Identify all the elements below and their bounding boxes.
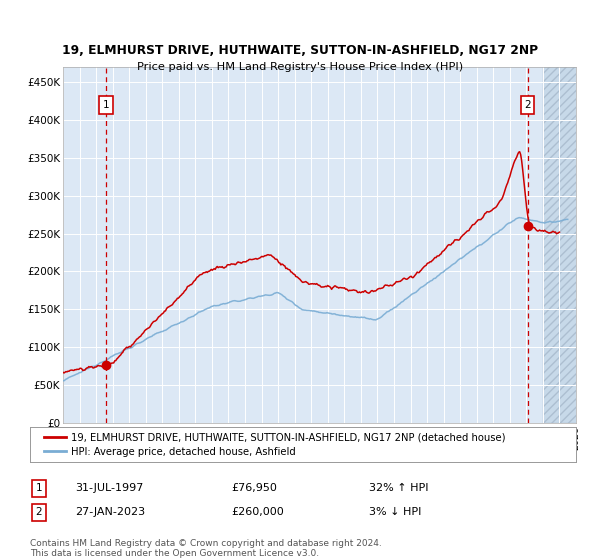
Text: 1: 1 [35,483,43,493]
Text: 27-JAN-2023: 27-JAN-2023 [75,507,145,517]
Bar [543,67,593,423]
Text: £76,950: £76,950 [231,483,277,493]
Text: 19, ELMHURST DRIVE, HUTHWAITE, SUTTON-IN-ASHFIELD, NG17 2NP: 19, ELMHURST DRIVE, HUTHWAITE, SUTTON-IN… [62,44,538,57]
Text: £260,000: £260,000 [231,507,284,517]
Text: 1: 1 [103,100,109,110]
Text: Price paid vs. HM Land Registry's House Price Index (HPI): Price paid vs. HM Land Registry's House … [137,62,463,72]
Text: 31-JUL-1997: 31-JUL-1997 [75,483,143,493]
Text: 3% ↓ HPI: 3% ↓ HPI [369,507,421,517]
Text: Contains HM Land Registry data © Crown copyright and database right 2024.
This d: Contains HM Land Registry data © Crown c… [30,539,382,558]
Legend: 19, ELMHURST DRIVE, HUTHWAITE, SUTTON-IN-ASHFIELD, NG17 2NP (detached house), HP: 19, ELMHURST DRIVE, HUTHWAITE, SUTTON-IN… [40,428,510,461]
Text: 32% ↑ HPI: 32% ↑ HPI [369,483,428,493]
Text: 2: 2 [524,100,531,110]
Text: 2: 2 [35,507,43,517]
